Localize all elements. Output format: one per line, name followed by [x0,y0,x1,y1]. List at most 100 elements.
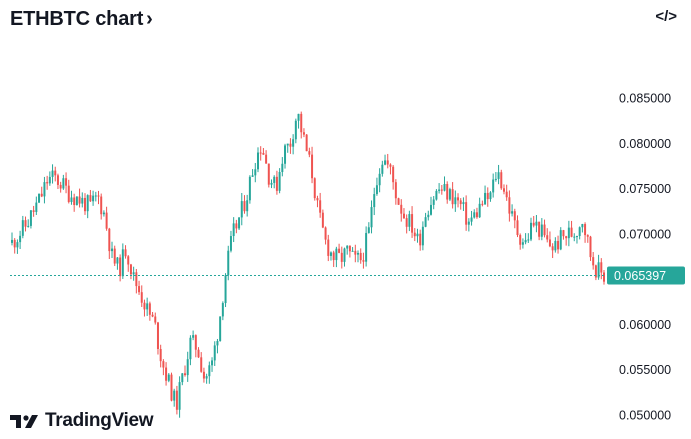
candle [156,321,159,355]
candle [443,176,446,192]
candle [116,256,119,270]
candle [424,212,427,228]
candle [357,250,360,263]
candle [532,215,535,228]
candle [65,172,68,194]
candle [294,118,297,144]
y-tick-label: 0.075000 [619,182,671,196]
tradingview-wordmark: TradingView [45,410,154,431]
candle [251,169,254,177]
last-price-label: 0.065397 [614,269,666,283]
candle [465,195,468,231]
candle [238,217,241,230]
candle [200,352,203,373]
candle [316,195,319,208]
candle [92,190,95,206]
candle [416,228,419,243]
candle [497,164,500,185]
candle [94,191,97,202]
candle [108,227,111,259]
candle [419,229,422,251]
candle [470,210,473,226]
candle [351,247,354,252]
candle [162,359,165,376]
candle [392,165,395,190]
candle [508,190,511,222]
candle [140,285,143,307]
candle [29,210,32,229]
candle [205,373,208,384]
chart-title-link[interactable]: ETHBTC chart › [10,6,153,32]
candle [259,146,262,161]
candle [521,238,524,249]
candle [124,245,127,259]
candle [186,351,189,382]
candle [184,365,187,377]
candle [121,243,124,279]
candle [405,214,408,234]
candle [400,199,403,222]
candle [600,258,603,280]
candle [178,376,181,418]
candle [411,206,414,238]
candle [354,244,357,263]
candle [229,230,232,253]
tradingview-logo[interactable]: TradingView [10,410,154,432]
candle [546,228,549,243]
candle [540,218,543,241]
candle [486,187,489,207]
candle [221,301,224,321]
candle [19,230,22,250]
embed-code-icon[interactable]: </> [655,8,677,25]
candle [75,196,78,206]
candle [213,341,216,366]
candle [202,367,205,383]
candle [275,170,278,195]
candle [475,207,478,219]
candle [362,252,365,269]
candle [151,311,154,318]
candle [378,168,381,193]
candle [543,219,546,238]
candle [413,228,416,242]
candle [189,335,192,366]
candle [513,208,516,229]
candle [132,266,135,281]
candle [16,239,19,254]
candle [530,217,533,242]
candle [270,179,273,189]
candle [216,338,219,354]
candle [321,209,324,229]
candle [35,196,38,215]
chart-title: ETHBTC chart [10,7,144,30]
candle [86,194,89,219]
candle [335,246,338,268]
candle [586,234,589,243]
candle [505,184,508,201]
candle [581,223,584,233]
candle [340,246,343,269]
y-tick-label: 0.055000 [619,363,671,377]
candle [373,187,376,216]
candle [62,174,65,190]
candle [394,179,397,205]
candle [240,192,243,226]
candle [559,227,562,251]
candle [305,134,308,152]
candle [457,193,460,208]
candle [573,233,576,242]
candle [243,195,246,214]
candle [516,215,519,238]
candle [348,245,351,258]
candle [135,268,138,294]
candle [127,255,130,272]
candle [278,168,281,194]
candle [21,215,24,239]
candle [300,111,303,139]
candle [489,191,492,202]
candle [562,229,565,240]
candle [502,184,505,195]
candle [24,216,27,232]
candle [603,270,605,285]
